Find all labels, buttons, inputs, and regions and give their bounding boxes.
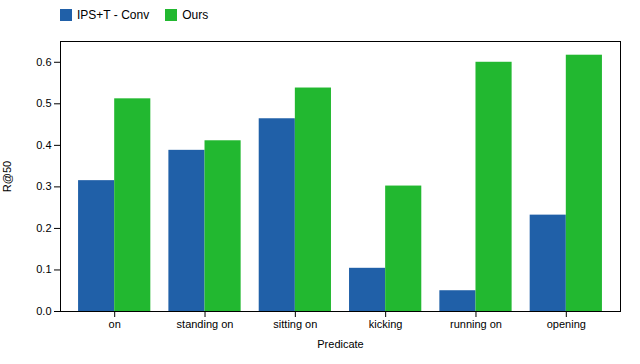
svg-text:standing on: standing on bbox=[177, 318, 234, 330]
svg-text:on: on bbox=[109, 318, 121, 330]
svg-text:0.6: 0.6 bbox=[36, 56, 51, 68]
svg-text:Predicate: Predicate bbox=[317, 338, 363, 350]
svg-text:sitting on: sitting on bbox=[273, 318, 317, 330]
svg-text:0.1: 0.1 bbox=[36, 263, 51, 275]
html-text:IPS+T - Conv: IPS+T - Conv bbox=[77, 8, 150, 22]
svg-text:0.3: 0.3 bbox=[36, 180, 51, 192]
svg-text:R@50: R@50 bbox=[1, 161, 13, 192]
html-text:Ours: Ours bbox=[182, 8, 209, 22]
svg-text:opening: opening bbox=[547, 318, 586, 330]
svg-text:0.5: 0.5 bbox=[36, 97, 51, 109]
svg-text:0.4: 0.4 bbox=[36, 139, 51, 151]
svg-text:running on: running on bbox=[450, 318, 502, 330]
svg-text:0.2: 0.2 bbox=[36, 222, 51, 234]
svg-text:kicking: kicking bbox=[369, 318, 403, 330]
svg-text:0.0: 0.0 bbox=[36, 305, 51, 317]
